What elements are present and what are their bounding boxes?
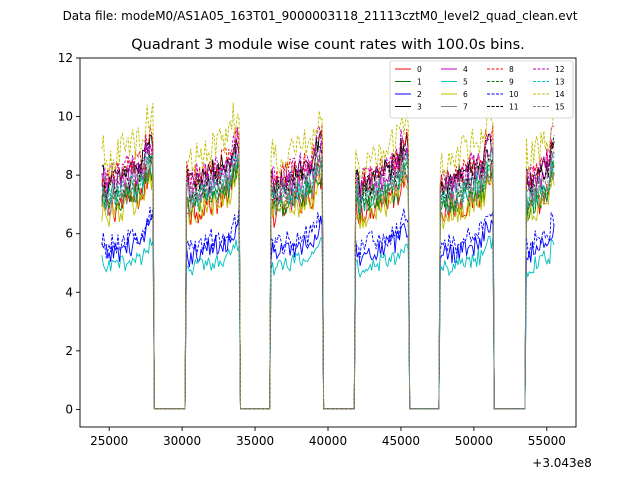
legend-label-6: 6: [463, 90, 468, 99]
y-tick-label: 4: [65, 285, 73, 299]
legend-label-13: 13: [555, 78, 565, 87]
legend-label-7: 7: [463, 103, 468, 112]
legend-label-3: 3: [417, 103, 422, 112]
legend-label-11: 11: [509, 103, 519, 112]
chart-title: Quadrant 3 module wise count rates with …: [131, 37, 525, 53]
legend-label-15: 15: [555, 103, 565, 112]
y-tick-label: 10: [58, 110, 73, 124]
legend-frame: [389, 60, 574, 119]
legend-label-0: 0: [417, 65, 422, 74]
series-line-8: [101, 124, 555, 410]
y-tick-label: 12: [58, 51, 73, 65]
series-layer: [101, 102, 555, 410]
x-tick-label: 45000: [382, 434, 420, 448]
series-line-14: [101, 102, 555, 410]
suptitle: Data file: modeM0/AS1A05_163T01_90000031…: [63, 9, 578, 23]
y-tick-label: 2: [65, 344, 73, 358]
legend-label-2: 2: [417, 90, 422, 99]
y-tick-label: 8: [65, 168, 73, 182]
legend-label-10: 10: [509, 90, 519, 99]
legend-label-1: 1: [417, 78, 422, 87]
legend-label-4: 4: [463, 65, 468, 74]
x-tick-label: 55000: [528, 434, 566, 448]
x-offset-label: +3.043e8: [532, 456, 591, 470]
legend-label-5: 5: [463, 78, 468, 87]
y-axis: 0 2 4 6 8 10 12: [58, 51, 80, 416]
series-line-15: [101, 144, 555, 410]
x-tick-label: 25000: [90, 434, 128, 448]
x-tick-label: 30000: [163, 434, 201, 448]
y-tick-label: 6: [65, 227, 73, 241]
x-tick-label: 50000: [455, 434, 493, 448]
x-tick-label: 35000: [236, 434, 274, 448]
y-tick-label: 0: [65, 402, 73, 416]
x-axis: 25000 30000 35000 40000 45000 50000 55000: [90, 427, 566, 448]
legend-label-8: 8: [509, 65, 514, 74]
legend-label-9: 9: [509, 78, 514, 87]
legend-label-14: 14: [555, 90, 565, 99]
legend-label-12: 12: [555, 65, 565, 74]
x-tick-label: 40000: [309, 434, 347, 448]
